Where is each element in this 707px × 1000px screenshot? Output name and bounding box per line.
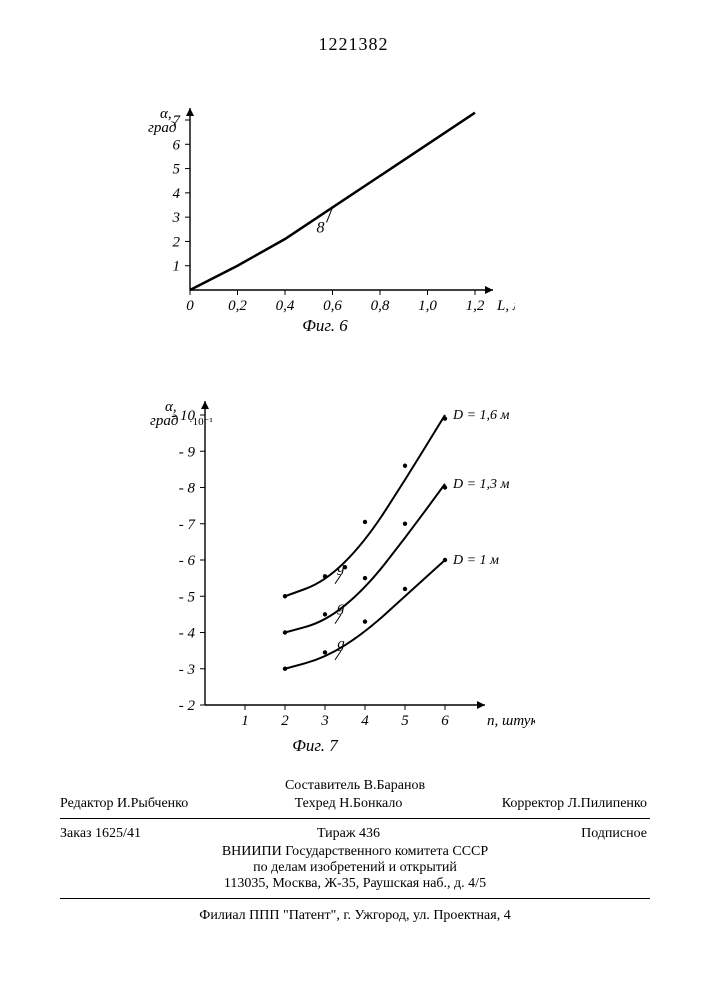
divider-1: [60, 818, 650, 819]
svg-text:5: 5: [401, 713, 409, 729]
svg-text:6: 6: [173, 137, 181, 153]
svg-text:·10⁻¹: ·10⁻¹: [189, 416, 213, 428]
pub-addr1: 113035, Москва, Ж-35, Раушская наб., д. …: [60, 876, 650, 892]
svg-text:D = 1,6 м: D = 1,6 м: [452, 408, 510, 423]
pub-addr2: Филиал ППП "Патент", г. Ужгород, ул. Про…: [60, 908, 650, 924]
svg-text:- 4: - 4: [179, 626, 196, 642]
svg-text:1: 1: [241, 713, 249, 729]
pub-org2: по делам изобретений и открытий: [60, 860, 650, 876]
svg-text:2: 2: [281, 713, 289, 729]
svg-text:0,4: 0,4: [276, 298, 295, 314]
svg-text:1,2: 1,2: [466, 298, 485, 314]
credits-corrector: Корректор Л.Пилипенко: [447, 796, 647, 812]
svg-text:1: 1: [173, 259, 181, 275]
credits-compiler: Составитель В.Баранов: [60, 778, 650, 794]
svg-text:- 9: - 9: [179, 444, 196, 460]
svg-text:град: град: [150, 413, 179, 429]
svg-text:град: град: [148, 120, 177, 136]
svg-text:3: 3: [320, 713, 329, 729]
svg-text:3: 3: [172, 210, 181, 226]
svg-text:4: 4: [173, 186, 181, 202]
pub-row: Заказ 1625/41 Тираж 436 Подписное: [60, 826, 650, 842]
svg-text:0: 0: [186, 298, 194, 314]
divider-2: [60, 898, 650, 899]
svg-text:6: 6: [441, 713, 449, 729]
svg-text:Фиг. 6: Фиг. 6: [302, 316, 348, 335]
svg-text:- 3: - 3: [179, 662, 195, 678]
pub-sign: Подписное: [447, 826, 647, 842]
pub-tirazh: Тираж 436: [254, 826, 444, 842]
svg-text:- 5: - 5: [179, 589, 196, 605]
page: 1221382 00,20,40,60,81,01,212345678α,гра…: [0, 0, 707, 1000]
credits-row: Редактор И.Рыбченко Техред Н.Бонкало Кор…: [60, 796, 650, 812]
figure-7-svg: 123456- 2- 3- 4- 5- 6- 7- 8- 9- 10gD = 1…: [135, 395, 535, 755]
svg-text:Фиг. 7: Фиг. 7: [292, 736, 339, 755]
svg-text:0,8: 0,8: [371, 298, 390, 314]
credits-editor: Редактор И.Рыбченко: [60, 796, 250, 812]
svg-text:5: 5: [173, 162, 181, 178]
svg-text:- 2: - 2: [179, 698, 196, 714]
figure-6: 00,20,40,60,81,01,212345678α,градL, мФиг…: [135, 105, 515, 335]
svg-text:L, м: L, м: [496, 298, 515, 314]
svg-text:g: g: [337, 636, 345, 652]
svg-text:8: 8: [317, 219, 325, 236]
svg-text:- 8: - 8: [179, 481, 196, 497]
svg-text:1,0: 1,0: [418, 298, 437, 314]
svg-text:D = 1,3 м: D = 1,3 м: [452, 477, 510, 492]
pub-order: Заказ 1625/41: [60, 826, 250, 842]
svg-text:- 7: - 7: [179, 517, 197, 533]
svg-text:g: g: [337, 560, 345, 576]
svg-text:2: 2: [173, 234, 181, 250]
svg-text:g: g: [337, 600, 345, 616]
document-number: 1221382: [0, 34, 707, 55]
figure-6-svg: 00,20,40,60,81,01,212345678α,градL, мФиг…: [135, 105, 515, 335]
svg-text:4: 4: [361, 713, 369, 729]
svg-text:0,2: 0,2: [228, 298, 247, 314]
svg-text:n, штук: n, штук: [487, 713, 535, 729]
figure-7: 123456- 2- 3- 4- 5- 6- 7- 8- 9- 10gD = 1…: [135, 395, 535, 755]
svg-text:- 6: - 6: [179, 553, 196, 569]
svg-text:0,6: 0,6: [323, 298, 342, 314]
credits-tech: Техред Н.Бонкало: [254, 796, 444, 812]
pub-org1: ВНИИПИ Государственного комитета СССР: [60, 844, 650, 860]
svg-text:D = 1 м: D = 1 м: [452, 553, 499, 568]
